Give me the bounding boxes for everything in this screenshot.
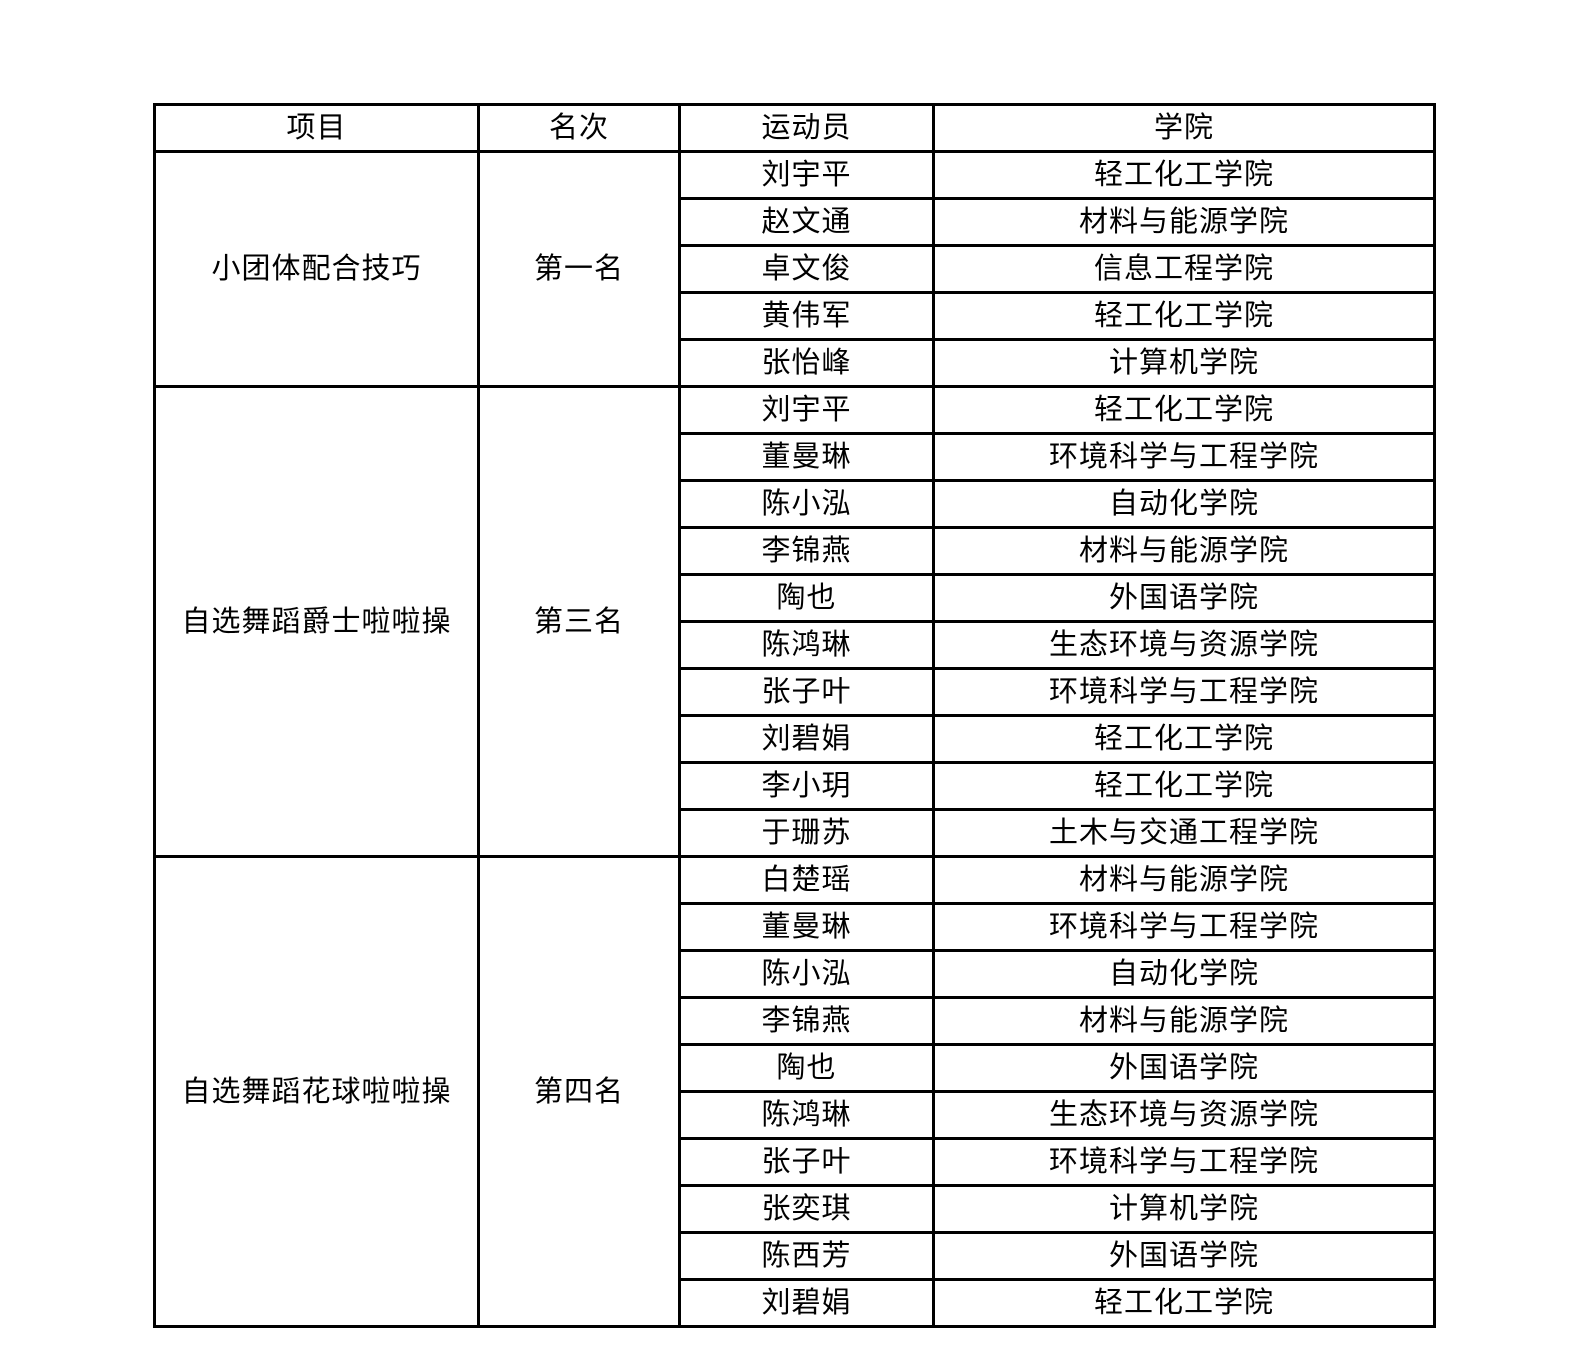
event-cell: 自选舞蹈花球啦啦操 bbox=[153, 855, 480, 1328]
table-row: 陈小泓 自动化学院 bbox=[155, 949, 1436, 999]
table-row: 李锦燕 材料与能源学院 bbox=[155, 526, 1436, 576]
college-cell: 土木与交通工程学院 bbox=[932, 808, 1436, 858]
table-row: 自选舞蹈花球啦啦操 第四名 白楚瑶 材料与能源学院 bbox=[153, 855, 1436, 1328]
table-row: 张子叶 环境科学与工程学院 bbox=[155, 1137, 1436, 1187]
college-cell: 材料与能源学院 bbox=[932, 855, 1436, 905]
table-row: 董曼琳 环境科学与工程学院 bbox=[155, 902, 1436, 952]
event-cell: 自选舞蹈爵士啦啦操 bbox=[153, 385, 480, 858]
table-row: 陈鸿琳 生态环境与资源学院 bbox=[155, 620, 1436, 670]
athlete-cell: 陈小泓 bbox=[678, 479, 935, 529]
athlete-cell: 陈鸿琳 bbox=[678, 620, 935, 670]
college-cell: 材料与能源学院 bbox=[932, 197, 1436, 247]
college-cell: 自动化学院 bbox=[932, 479, 1436, 529]
athlete-cell: 李锦燕 bbox=[678, 996, 935, 1046]
table-row: 陶也 外国语学院 bbox=[155, 573, 1436, 623]
table-row: 陶也 外国语学院 bbox=[155, 1043, 1436, 1093]
table-row: 陈鸿琳 生态环境与资源学院 bbox=[155, 1090, 1436, 1140]
college-cell: 环境科学与工程学院 bbox=[932, 902, 1436, 952]
athlete-cell: 黄伟军 bbox=[678, 291, 935, 341]
table-row: 董曼琳 环境科学与工程学院 bbox=[155, 432, 1436, 482]
college-cell: 外国语学院 bbox=[932, 1043, 1436, 1093]
table-row: 陈小泓 自动化学院 bbox=[155, 479, 1436, 529]
athlete-cell: 于珊苏 bbox=[678, 808, 935, 858]
table-row: 刘碧娟 轻工化工学院 bbox=[155, 1278, 1436, 1328]
college-cell: 环境科学与工程学院 bbox=[932, 1137, 1436, 1187]
athlete-cell: 陶也 bbox=[678, 1043, 935, 1093]
header-event: 项目 bbox=[153, 103, 480, 153]
athlete-cell: 刘碧娟 bbox=[678, 714, 935, 764]
table-row: 陈西芳 外国语学院 bbox=[155, 1231, 1436, 1281]
table-row: 卓文俊 信息工程学院 bbox=[155, 244, 1436, 294]
athlete-cell: 陈小泓 bbox=[678, 949, 935, 999]
table-row: 赵文通 材料与能源学院 bbox=[155, 197, 1436, 247]
college-cell: 轻工化工学院 bbox=[932, 291, 1436, 341]
college-cell: 轻工化工学院 bbox=[932, 1278, 1436, 1328]
athlete-cell: 董曼琳 bbox=[678, 432, 935, 482]
athlete-cell: 刘宇平 bbox=[678, 150, 935, 200]
header-row: 项目 名次 运动员 学院 bbox=[153, 103, 1436, 153]
table-row: 张怡峰 计算机学院 bbox=[155, 338, 1436, 388]
college-cell: 生态环境与资源学院 bbox=[932, 1090, 1436, 1140]
college-cell: 材料与能源学院 bbox=[932, 526, 1436, 576]
college-cell: 材料与能源学院 bbox=[932, 996, 1436, 1046]
athlete-cell: 李小玥 bbox=[678, 761, 935, 811]
event-cell: 小团体配合技巧 bbox=[153, 150, 480, 388]
athlete-cell: 陶也 bbox=[678, 573, 935, 623]
rank-cell: 第三名 bbox=[477, 385, 681, 858]
college-cell: 轻工化工学院 bbox=[932, 714, 1436, 764]
header-college: 学院 bbox=[932, 103, 1436, 153]
athlete-cell: 赵文通 bbox=[678, 197, 935, 247]
header-rank: 名次 bbox=[477, 103, 681, 153]
college-cell: 信息工程学院 bbox=[932, 244, 1436, 294]
college-cell: 计算机学院 bbox=[932, 338, 1436, 388]
athlete-cell: 李锦燕 bbox=[678, 526, 935, 576]
college-cell: 计算机学院 bbox=[932, 1184, 1436, 1234]
table-row: 小团体配合技巧 第一名 刘宇平 轻工化工学院 bbox=[153, 150, 1436, 388]
rank-cell: 第一名 bbox=[477, 150, 681, 388]
table-row: 自选舞蹈爵士啦啦操 第三名 刘宇平 轻工化工学院 bbox=[153, 385, 1436, 858]
table-row: 刘碧娟 轻工化工学院 bbox=[155, 714, 1436, 764]
table-row: 于珊苏 土木与交通工程学院 bbox=[155, 808, 1436, 858]
athlete-cell: 刘宇平 bbox=[678, 385, 935, 435]
athlete-cell: 陈鸿琳 bbox=[678, 1090, 935, 1140]
table-row: 黄伟军 轻工化工学院 bbox=[155, 291, 1436, 341]
athlete-cell: 刘碧娟 bbox=[678, 1278, 935, 1328]
athlete-cell: 张怡峰 bbox=[678, 338, 935, 388]
results-table: 项目 名次 运动员 学院 小团体配合技巧 第一名 刘宇平 轻工化工学院 赵文通 材料与能源… bbox=[153, 103, 1436, 1328]
header-athlete: 运动员 bbox=[678, 103, 935, 153]
college-cell: 环境科学与工程学院 bbox=[932, 667, 1436, 717]
athlete-cell: 董曼琳 bbox=[678, 902, 935, 952]
athlete-cell: 张子叶 bbox=[678, 1137, 935, 1187]
table-row: 张子叶 环境科学与工程学院 bbox=[155, 667, 1436, 717]
athlete-cell: 张奕琪 bbox=[678, 1184, 935, 1234]
college-cell: 轻工化工学院 bbox=[932, 385, 1436, 435]
table-row: 张奕琪 计算机学院 bbox=[155, 1184, 1436, 1234]
athlete-cell: 白楚瑶 bbox=[678, 855, 935, 905]
college-cell: 轻工化工学院 bbox=[932, 150, 1436, 200]
table-row: 李小玥 轻工化工学院 bbox=[155, 761, 1436, 811]
athlete-cell: 陈西芳 bbox=[678, 1231, 935, 1281]
athlete-cell: 张子叶 bbox=[678, 667, 935, 717]
college-cell: 环境科学与工程学院 bbox=[932, 432, 1436, 482]
rank-cell: 第四名 bbox=[477, 855, 681, 1328]
college-cell: 轻工化工学院 bbox=[932, 761, 1436, 811]
college-cell: 生态环境与资源学院 bbox=[932, 620, 1436, 670]
table-row: 李锦燕 材料与能源学院 bbox=[155, 996, 1436, 1046]
college-cell: 外国语学院 bbox=[932, 573, 1436, 623]
college-cell: 自动化学院 bbox=[932, 949, 1436, 999]
college-cell: 外国语学院 bbox=[932, 1231, 1436, 1281]
athlete-cell: 卓文俊 bbox=[678, 244, 935, 294]
